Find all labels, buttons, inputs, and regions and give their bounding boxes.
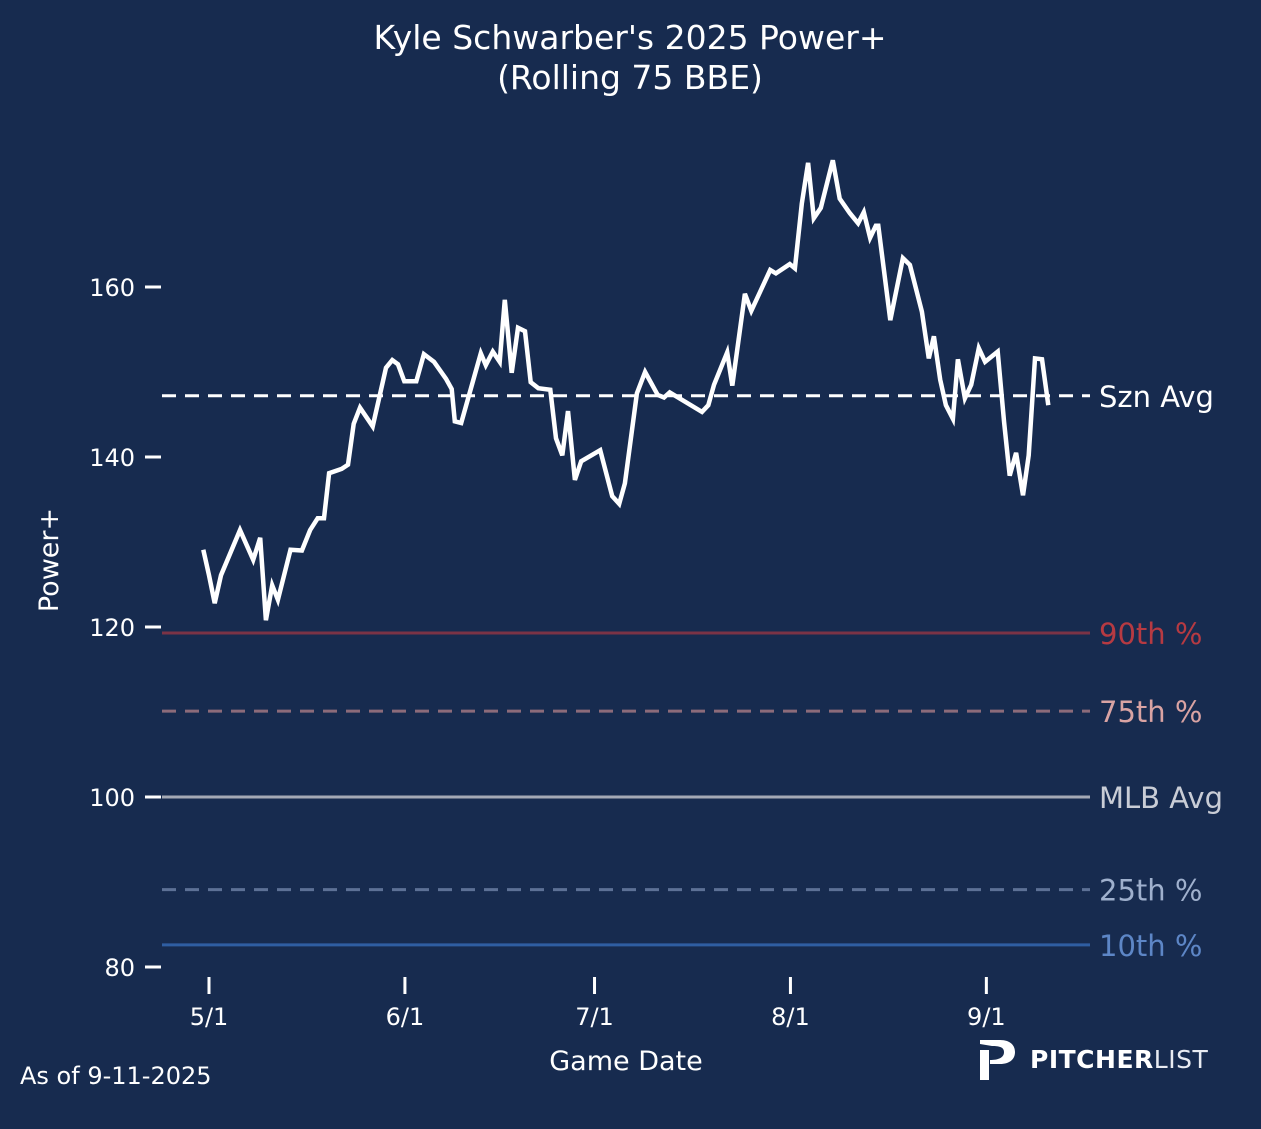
reference-label-75th: 75th % [1099,695,1202,729]
pitcherlist-p-icon [980,1040,1015,1080]
logo-text-light: LIST [1153,1044,1209,1074]
y-tick-label: 100 [89,784,135,812]
y-tick-label: 140 [89,444,135,472]
x-tick-label: 5/1 [190,1003,229,1031]
reference-label-90th: 90th % [1099,617,1202,651]
x-tick-label: 7/1 [575,1003,614,1031]
reference-label-10th: 10th % [1099,929,1202,963]
series-layer [201,159,1051,621]
y-tick-label: 80 [104,954,135,982]
chart-title-line1: Kyle Schwarber's 2025 Power+ [373,18,887,57]
x-axis-label: Game Date [549,1046,703,1077]
power-plus-line [201,159,1051,621]
y-axis: 80 100 120 140 160 [89,274,161,982]
y-axis-label: Power+ [34,508,65,612]
y-tick-label: 160 [89,274,135,302]
as-of-date: As of 9-11-2025 [20,1062,212,1090]
reference-label-25th: 25th % [1099,874,1202,908]
reference-label-szn-avg: Szn Avg [1099,380,1214,414]
x-axis: 5/1 6/1 7/1 8/1 9/1 [190,977,1006,1031]
logo-wordmark: PITCHERLIST [1030,1045,1208,1074]
reference-lines: Szn Avg 90th % 75th % MLB Avg 25th % 10th % [162,380,1223,963]
pitcherlist-logo: PITCHERLIST [978,1038,1208,1080]
chart-title-line2: (Rolling 75 BBE) [497,58,763,97]
logo-text-bold: PITCHER [1030,1044,1154,1074]
x-tick-label: 9/1 [967,1003,1006,1031]
x-tick-label: 8/1 [771,1003,810,1031]
reference-label-mlb-avg: MLB Avg [1099,781,1223,815]
y-tick-label: 120 [89,614,135,642]
x-tick-label: 6/1 [386,1003,425,1031]
chart-title: Kyle Schwarber's 2025 Power+ (Rolling 75… [0,18,1261,98]
